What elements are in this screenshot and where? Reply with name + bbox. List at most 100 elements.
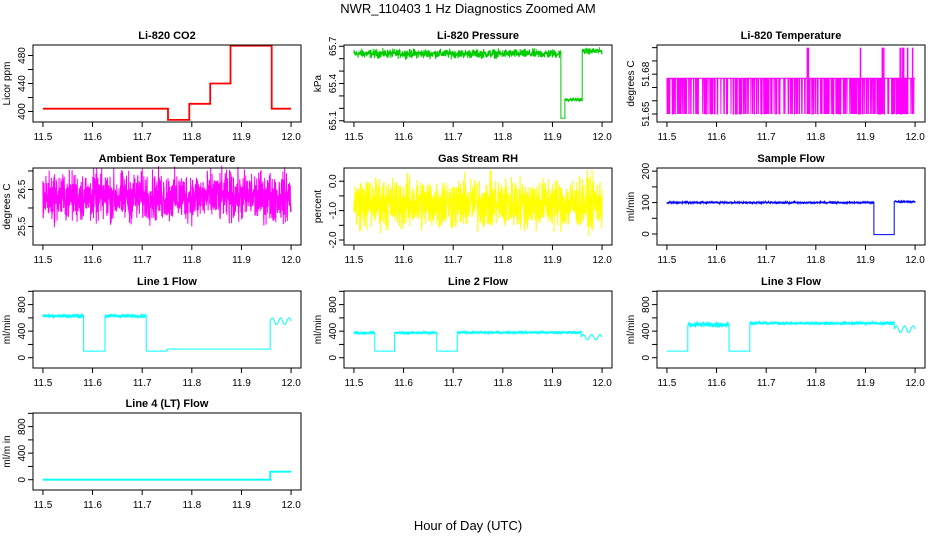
y-tick-label: 0: [17, 476, 28, 482]
x-tick-label: 11.7: [133, 378, 152, 389]
x-tick-label: 11.5: [658, 378, 677, 389]
series-line: [353, 169, 603, 237]
y-axis-label: ml/min: [313, 315, 324, 344]
series-line: [42, 312, 292, 352]
y-tick-label: 480: [17, 47, 28, 64]
x-tick-label: 11.5: [658, 255, 677, 266]
plot-frame: [343, 290, 613, 369]
x-tick-label: 11.9: [543, 132, 562, 143]
x-tick-label: 11.9: [232, 500, 251, 511]
x-tick-label: 11.9: [856, 132, 875, 143]
x-tick-label: 11.9: [543, 255, 562, 266]
data-series: [42, 312, 292, 352]
panel-title: Line 4 (LT) Flow: [126, 398, 209, 410]
y-tick-label: 65.7: [328, 36, 339, 56]
y-tick-label: 65.1: [328, 111, 339, 131]
x-tick-label: 11.6: [707, 132, 726, 143]
y-tick-label: 0: [17, 354, 28, 360]
panel-title: Line 2 Flow: [448, 276, 508, 288]
data-series: [42, 44, 292, 121]
x-tick-label: 11.5: [34, 378, 53, 389]
x-tick-label: 11.8: [182, 255, 201, 266]
x-tick-label: 12.0: [281, 378, 301, 389]
data-series: [353, 169, 603, 237]
series-line: [666, 77, 916, 115]
panel-title: Ambient Box Temperature: [99, 153, 236, 165]
x-tick-label: 11.8: [493, 255, 512, 266]
panel-li-820-pressure: Li-820 Pressure kPa 11.5 11.6 11.7 11.8 11.9 12…: [313, 30, 613, 143]
panel-title: Sample Flow: [757, 153, 825, 165]
y-axis-label: degrees C: [626, 60, 637, 106]
x-tick-label: 12.0: [281, 132, 301, 143]
plot-frame: [32, 290, 302, 369]
x-tick-label: 11.8: [493, 378, 512, 389]
y-axis-label: ml/min: [626, 315, 637, 344]
x-tick-label: 11.8: [182, 132, 201, 143]
x-tick-label: 12.0: [592, 378, 612, 389]
x-tick-label: 11.8: [806, 378, 825, 389]
series-line: [353, 329, 603, 352]
y-tick-label: -1.0: [328, 202, 339, 220]
y-tick-label: 0: [641, 231, 652, 237]
x-axis-label: Hour of Day (UTC): [413, 518, 523, 533]
x-tick-label: 11.9: [856, 255, 875, 266]
x-tick-label: 11.9: [543, 378, 562, 389]
y-tick-label: 400: [328, 322, 339, 339]
x-tick-label: 11.5: [345, 132, 364, 143]
x-tick-label: 11.5: [34, 500, 53, 511]
plot-frame: [32, 167, 302, 246]
panel-title: Gas Stream RH: [438, 153, 518, 165]
x-tick-label: 11.6: [83, 255, 102, 266]
y-tick-label: 400: [17, 444, 28, 461]
y-tick-label: 440: [17, 75, 28, 92]
series-line: [42, 470, 292, 481]
series-line: [666, 199, 916, 236]
x-tick-label: 11.6: [394, 378, 413, 389]
y-tick-label: 26.5: [17, 179, 28, 199]
x-tick-label: 11.7: [133, 132, 152, 143]
x-tick-label: 11.6: [707, 255, 726, 266]
y-tick-label: 800: [328, 296, 339, 313]
x-tick-label: 11.6: [83, 500, 102, 511]
panel-ambient-box-temperature: Ambient Box Temperature degrees C 11.5 11.6…: [2, 153, 302, 266]
panel-li-820-co2: Li-820 CO2 Licor ppm 11.5 11.6 11.7 11.8 11.9 1…: [2, 30, 302, 143]
series-line: [353, 47, 603, 119]
x-tick-label: 11.7: [444, 378, 463, 389]
x-tick-label: 11.7: [444, 132, 463, 143]
data-series: [42, 165, 292, 228]
x-tick-label: 11.5: [345, 255, 364, 266]
plot-frame: [656, 167, 926, 246]
x-tick-label: 11.6: [707, 378, 726, 389]
panel-title: Line 1 Flow: [137, 276, 197, 288]
y-tick-label: 400: [17, 322, 28, 339]
x-tick-label: 12.0: [281, 500, 301, 511]
y-axis-label: kPa: [313, 74, 324, 92]
y-tick-label: 25.5: [17, 216, 28, 236]
x-tick-label: 12.0: [592, 132, 612, 143]
y-axis-label: Licor ppm: [2, 62, 13, 106]
x-tick-label: 11.6: [394, 132, 413, 143]
panel-title: Li-820 Pressure: [437, 30, 519, 42]
x-tick-label: 11.8: [493, 132, 512, 143]
x-tick-label: 12.0: [905, 255, 925, 266]
x-tick-label: 11.5: [345, 378, 364, 389]
x-tick-label: 11.9: [232, 132, 251, 143]
x-tick-label: 11.6: [83, 378, 102, 389]
plot-frame: [656, 44, 926, 123]
x-tick-label: 11.9: [232, 378, 251, 389]
x-tick-label: 11.8: [806, 255, 825, 266]
x-tick-label: 11.7: [133, 255, 152, 266]
y-tick-label: 0.0: [328, 174, 339, 188]
panel-sample-flow: Sample Flow ml/min 11.5 11.6 11.7 11.8 11.9 12.…: [626, 153, 926, 266]
x-tick-label: 11.6: [394, 255, 413, 266]
panel-line-4-lt-flow: Line 4 (LT) Flow ml/m in 11.5 11.6 11.7 11.8 1…: [2, 398, 302, 511]
y-axis-label: ml/m in: [2, 435, 13, 467]
panel-gas-stream-rh: Gas Stream RH percent 11.5 11.6 11.7 11.8 11.9…: [313, 153, 613, 266]
x-tick-label: 11.8: [182, 378, 201, 389]
data-series: [666, 319, 916, 352]
panel-line-2-flow: Line 2 Flow ml/min 11.5 11.6 11.7 11.8 11.9 12.…: [313, 276, 613, 389]
y-tick-label: 0: [641, 354, 652, 360]
plot-frame: [32, 412, 302, 491]
data-series: [42, 470, 292, 481]
x-tick-label: 12.0: [905, 378, 925, 389]
